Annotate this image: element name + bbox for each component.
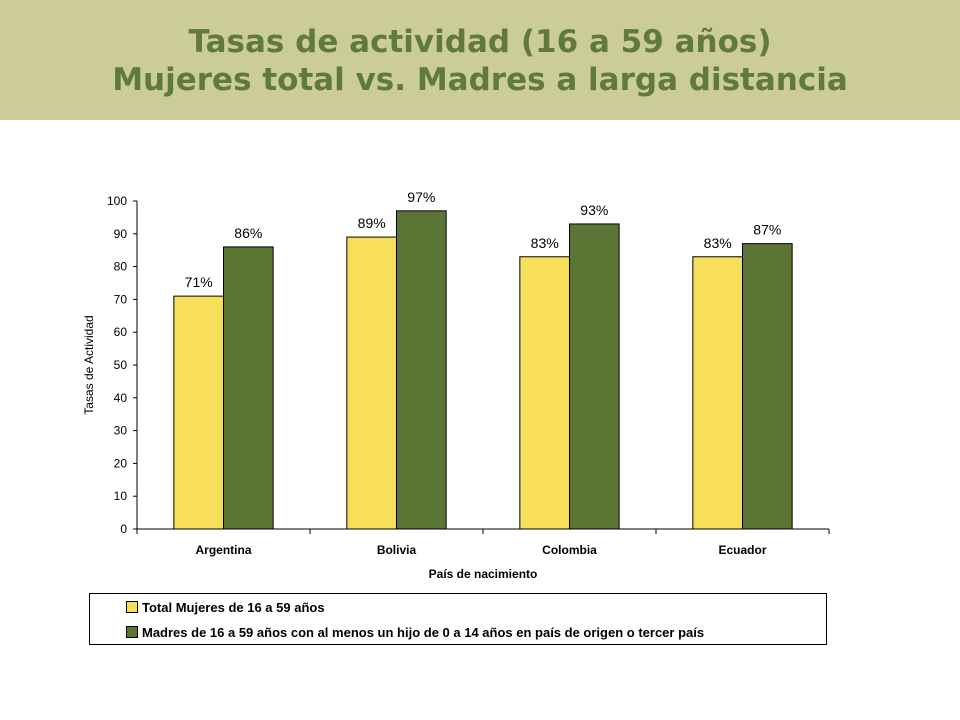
y-tick-label: 30 [114,424,128,438]
legend-label-total: Total Mujeres de 16 a 59 años [142,599,325,615]
data-label: 93% [580,202,608,218]
x-tick-label: Ecuador [718,543,766,557]
y-tick-label: 50 [114,358,128,372]
y-tick-label: 20 [114,456,128,470]
data-label: 71% [185,274,213,290]
legend-item-madres: Madres de 16 a 59 años con al menos un h… [126,623,704,641]
bar-madres [742,243,793,530]
y-tick-label: 60 [114,325,128,339]
y-axis-label: Tasas de Actividad [82,315,96,414]
bar-total-mujeres [173,295,224,530]
x-tick-label: Argentina [195,543,251,557]
x-tick-label: Bolivia [377,543,417,557]
bar-total-mujeres [519,256,570,530]
data-label: 83% [704,235,732,251]
y-tick-label: 0 [120,522,127,536]
legend-swatch-yellow [126,601,138,613]
data-label: 97% [407,189,435,205]
data-label: 89% [358,215,386,231]
x-tick-label: Colombia [542,543,597,557]
y-tick-label: 90 [114,227,128,241]
bar-madres [223,246,274,530]
y-tick-label: 40 [114,391,128,405]
x-axis-label: País de nacimiento [429,567,538,581]
legend-item-total: Total Mujeres de 16 a 59 años [126,598,325,616]
data-label: 87% [753,222,781,238]
y-tick-label: 70 [114,292,128,306]
y-tick-label: 100 [107,194,127,208]
title-line-1: Tasas de actividad (16 a 59 años) [188,24,772,60]
bar-madres [396,210,447,530]
data-label: 83% [531,235,559,251]
bar-madres [569,223,620,530]
legend: Total Mujeres de 16 a 59 años Madres de … [89,593,827,645]
title-banner: Tasas de actividad (16 a 59 años) Mujere… [0,0,960,120]
data-label: 86% [234,225,262,241]
legend-label-madres: Madres de 16 a 59 años con al menos un h… [142,624,705,640]
bar-total-mujeres [346,236,397,530]
bar-total-mujeres [692,256,743,530]
legend-swatch-green [126,626,138,638]
y-tick-label: 10 [114,489,128,503]
y-tick-label: 80 [114,260,128,274]
title-line-2: Mujeres total vs. Madres a larga distanc… [112,62,848,98]
